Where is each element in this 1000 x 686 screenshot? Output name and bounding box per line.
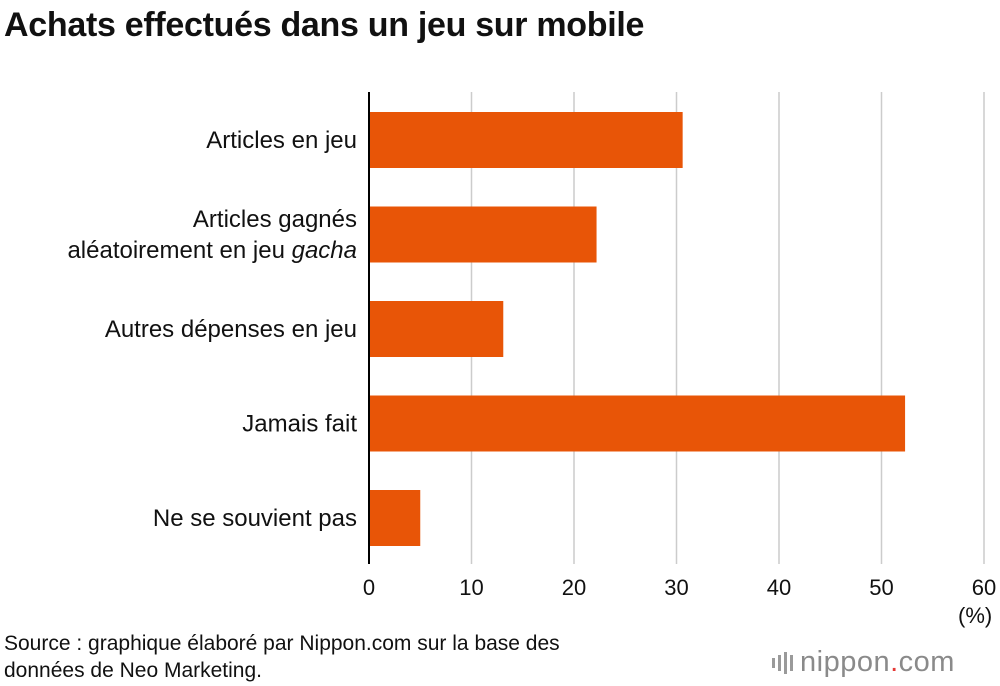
bar [369, 112, 683, 168]
x-axis-unit-label: (%) [958, 603, 993, 628]
x-tick-label: 30 [664, 575, 688, 600]
category-label: Ne se souvient pas [153, 505, 357, 532]
x-tick-label: 0 [363, 575, 375, 600]
x-tick-label: 50 [869, 575, 893, 600]
sound-bars-icon [772, 651, 793, 674]
source-note: Source : graphique élaboré par Nippon.co… [4, 630, 704, 684]
chart-title: Achats effectués dans un jeu sur mobile [4, 6, 645, 44]
bar [369, 395, 906, 452]
x-tick-label: 40 [767, 575, 791, 600]
logo-main-text: nippon [800, 646, 891, 678]
category-label: Articles en jeu [206, 127, 357, 154]
x-tick-label: 20 [562, 575, 586, 600]
bar [369, 206, 597, 263]
x-tick-label: 60 [972, 575, 996, 600]
source-line: Source : graphique élaboré par Nippon.co… [4, 632, 560, 655]
nippon-logo: nippon. com [772, 646, 955, 679]
bar [369, 301, 504, 357]
logo-dot: . [890, 646, 899, 678]
logo-tld-text: com [898, 646, 955, 678]
bar [369, 490, 421, 546]
category-label: Jamais fait [242, 411, 357, 438]
x-tick-label: 10 [459, 575, 483, 600]
category-label: Autres dépenses en jeu [105, 316, 357, 343]
category-label: Articles gagnés [193, 206, 357, 233]
category-label: aléatoirement en jeu gacha [67, 237, 357, 264]
source-line: données de Neo Marketing. [4, 659, 262, 682]
